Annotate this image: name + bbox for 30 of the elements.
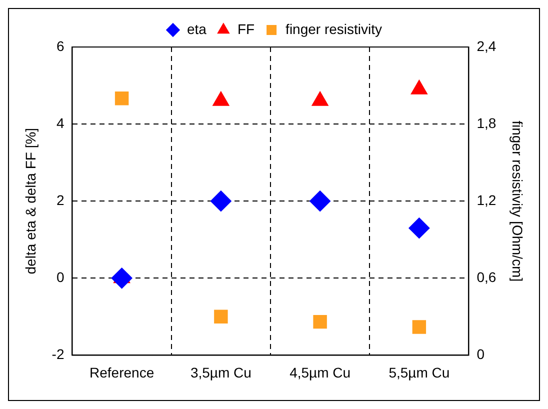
point (410, 80, 428, 94)
x-tick-label: 3,5µm Cu (190, 364, 252, 380)
legend-label: FF (237, 20, 255, 37)
point (313, 314, 327, 329)
y2-axis-title: finger resistivity [Ohm/cm] (510, 120, 526, 282)
point (310, 190, 331, 212)
point (111, 268, 132, 289)
point (408, 218, 430, 239)
legend-label: eta (186, 20, 207, 37)
point (212, 91, 230, 106)
x-tick-label: 4,5µm Cu (290, 364, 351, 380)
point (114, 92, 129, 106)
y2-tick-label: 1,2 (476, 192, 496, 208)
point (312, 91, 328, 106)
y-tick-label: 4 (56, 114, 64, 131)
y2-tick-label: 0 (476, 346, 485, 362)
point (210, 190, 232, 212)
legend-label: finger resistivity (286, 20, 382, 37)
y-tick-label: 2 (56, 192, 64, 208)
y-tick-label: -2 (52, 346, 64, 362)
y-tick-label: 6 (56, 38, 64, 54)
y2-tick-label: 1,8 (476, 114, 496, 131)
y-axis-title: delta eta & delta FF [%] (22, 128, 38, 274)
point (214, 310, 228, 324)
x-tick-label: Reference (90, 364, 154, 380)
point (412, 320, 426, 334)
y-tick-label: 0 (56, 269, 64, 286)
x-tick-label: 5,5µm Cu (388, 364, 450, 380)
y2-tick-label: 2,4 (476, 38, 496, 54)
y2-tick-label: 0,6 (476, 269, 496, 286)
